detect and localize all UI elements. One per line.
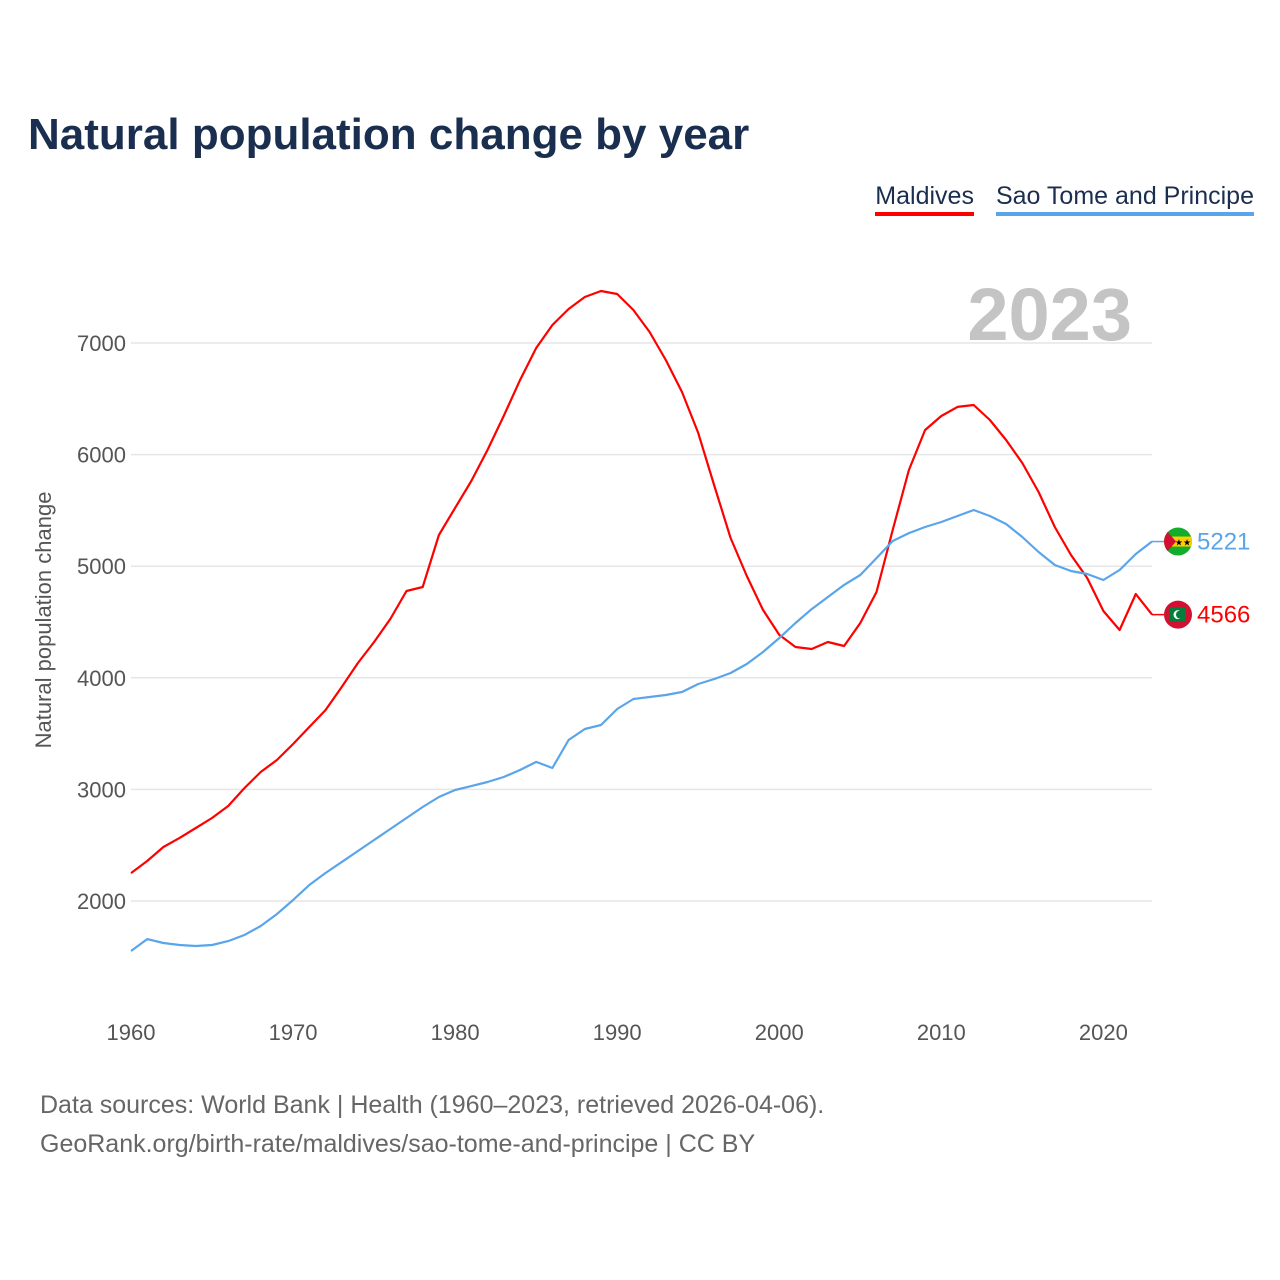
x-tick-label: 1980 — [431, 1020, 480, 1045]
flag-stars: ★★ — [1175, 538, 1191, 548]
end-value-label: 4566 — [1197, 602, 1250, 629]
y-axis-label: Natural population change — [31, 492, 56, 749]
series-line-sao-tome — [130, 508, 1153, 952]
x-tick-label: 1960 — [107, 1020, 156, 1045]
maldives-flag-crescent-cut — [1176, 610, 1184, 619]
flag-red — [1164, 527, 1176, 556]
year-watermark: 2023 — [967, 273, 1132, 356]
legend: Maldives Sao Tome and Principe — [875, 182, 1254, 216]
flag-yellow — [1164, 536, 1192, 547]
x-tick-label: 1990 — [593, 1020, 642, 1045]
x-tick-label: 2000 — [755, 1020, 804, 1045]
y-tick-label: 6000 — [77, 443, 126, 468]
footer-sources: Data sources: World Bank | Health (1960–… — [40, 1091, 825, 1119]
legend-item-sao-tome[interactable]: Sao Tome and Principe — [995, 182, 1254, 216]
y-tick-label: 5000 — [77, 554, 126, 579]
y-tick-label: 2000 — [77, 889, 126, 914]
legend-item-maldives[interactable]: Maldives — [875, 182, 974, 216]
y-tick-label: 3000 — [77, 777, 126, 802]
x-tick-label: 2010 — [917, 1020, 966, 1045]
end-value-label: 5221 — [1197, 529, 1250, 556]
y-tick-label: 7000 — [77, 331, 126, 356]
footer-link[interactable]: GeoRank.org/birth-rate/maldives/sao-tome… — [40, 1130, 756, 1158]
x-tick-label: 1970 — [269, 1020, 318, 1045]
footer: Data sources: World Bank | Health (1960–… — [40, 1086, 824, 1164]
y-tick-label: 4000 — [77, 666, 126, 691]
chart-title: Natural population change by year — [28, 110, 750, 159]
x-tick-label: 2020 — [1079, 1020, 1128, 1045]
series-line-maldives — [130, 289, 1153, 874]
